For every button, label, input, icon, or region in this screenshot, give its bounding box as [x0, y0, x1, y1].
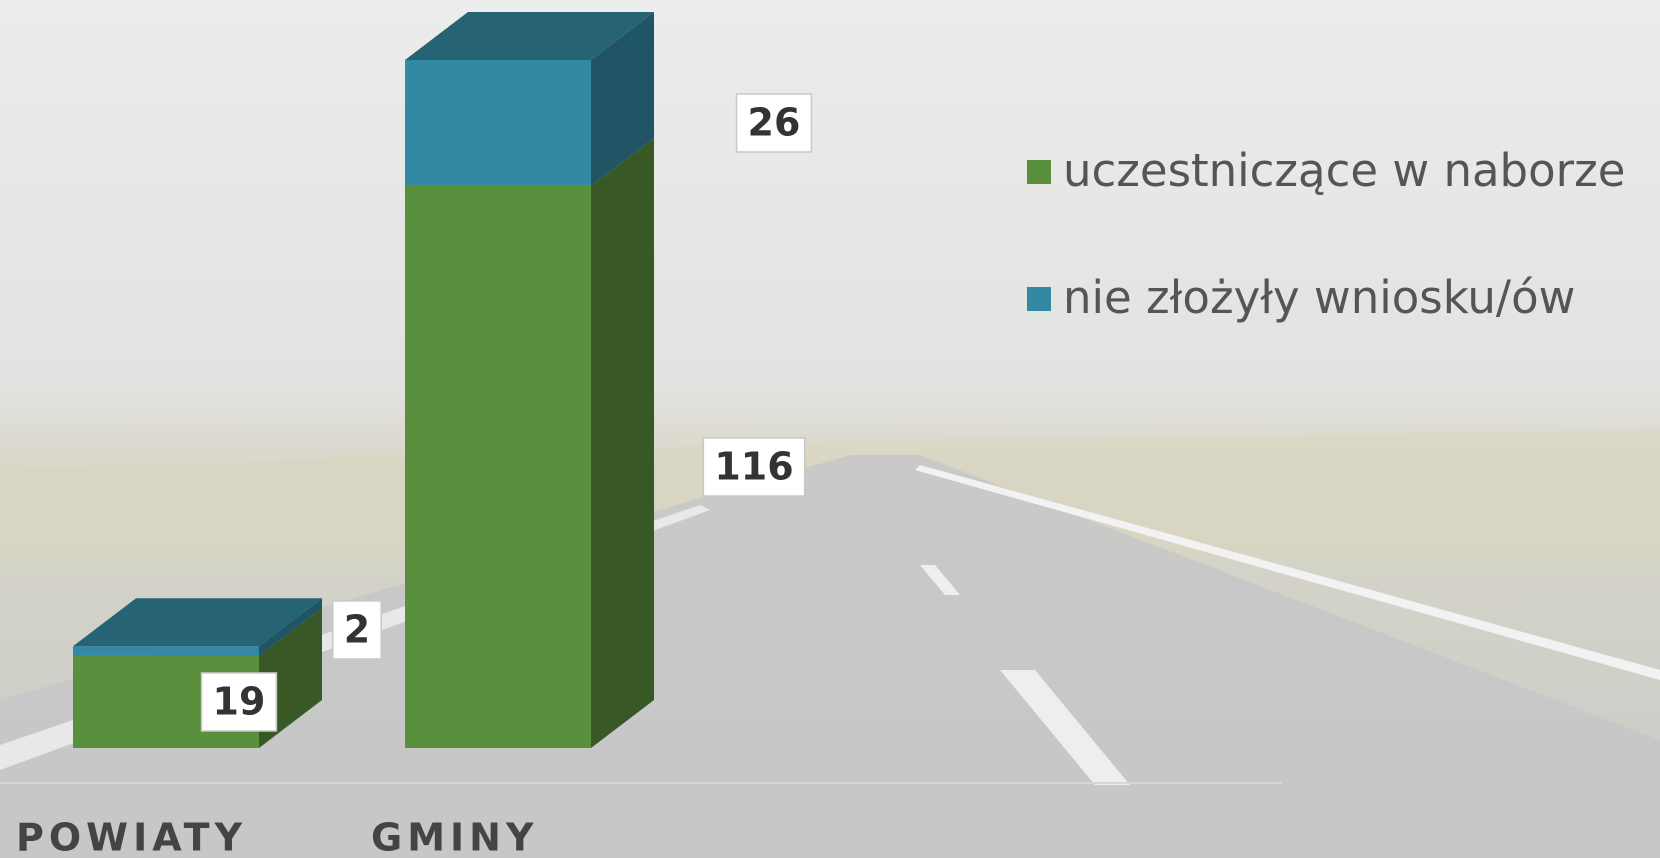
data-label-text: 116 — [714, 444, 793, 488]
bar-front — [405, 186, 591, 748]
x-tick-label: GMINY — [371, 816, 538, 858]
data-label: 19 — [202, 673, 277, 731]
bar-side — [591, 138, 654, 748]
x-tick-label: POWIATY — [16, 816, 247, 858]
legend-label: nie złożyły wniosku/ów — [1063, 271, 1575, 324]
data-label: 116 — [703, 438, 804, 496]
bar-front — [405, 60, 591, 186]
legend-label: uczestniczące w naborze — [1063, 144, 1625, 197]
chart: 19 2 POWIATY 116 26 GMINY uczestniczące w nab… — [0, 0, 1660, 858]
bar-segment — [405, 138, 654, 748]
data-label-text: 2 — [344, 607, 370, 651]
data-label: 2 — [333, 601, 381, 659]
data-label: 26 — [737, 94, 812, 152]
data-label-text: 19 — [213, 679, 266, 723]
legend-swatch — [1027, 287, 1051, 311]
data-label-text: 26 — [748, 100, 801, 144]
legend-swatch — [1027, 160, 1051, 184]
bar-segment — [405, 12, 654, 186]
bar-front — [73, 646, 259, 656]
